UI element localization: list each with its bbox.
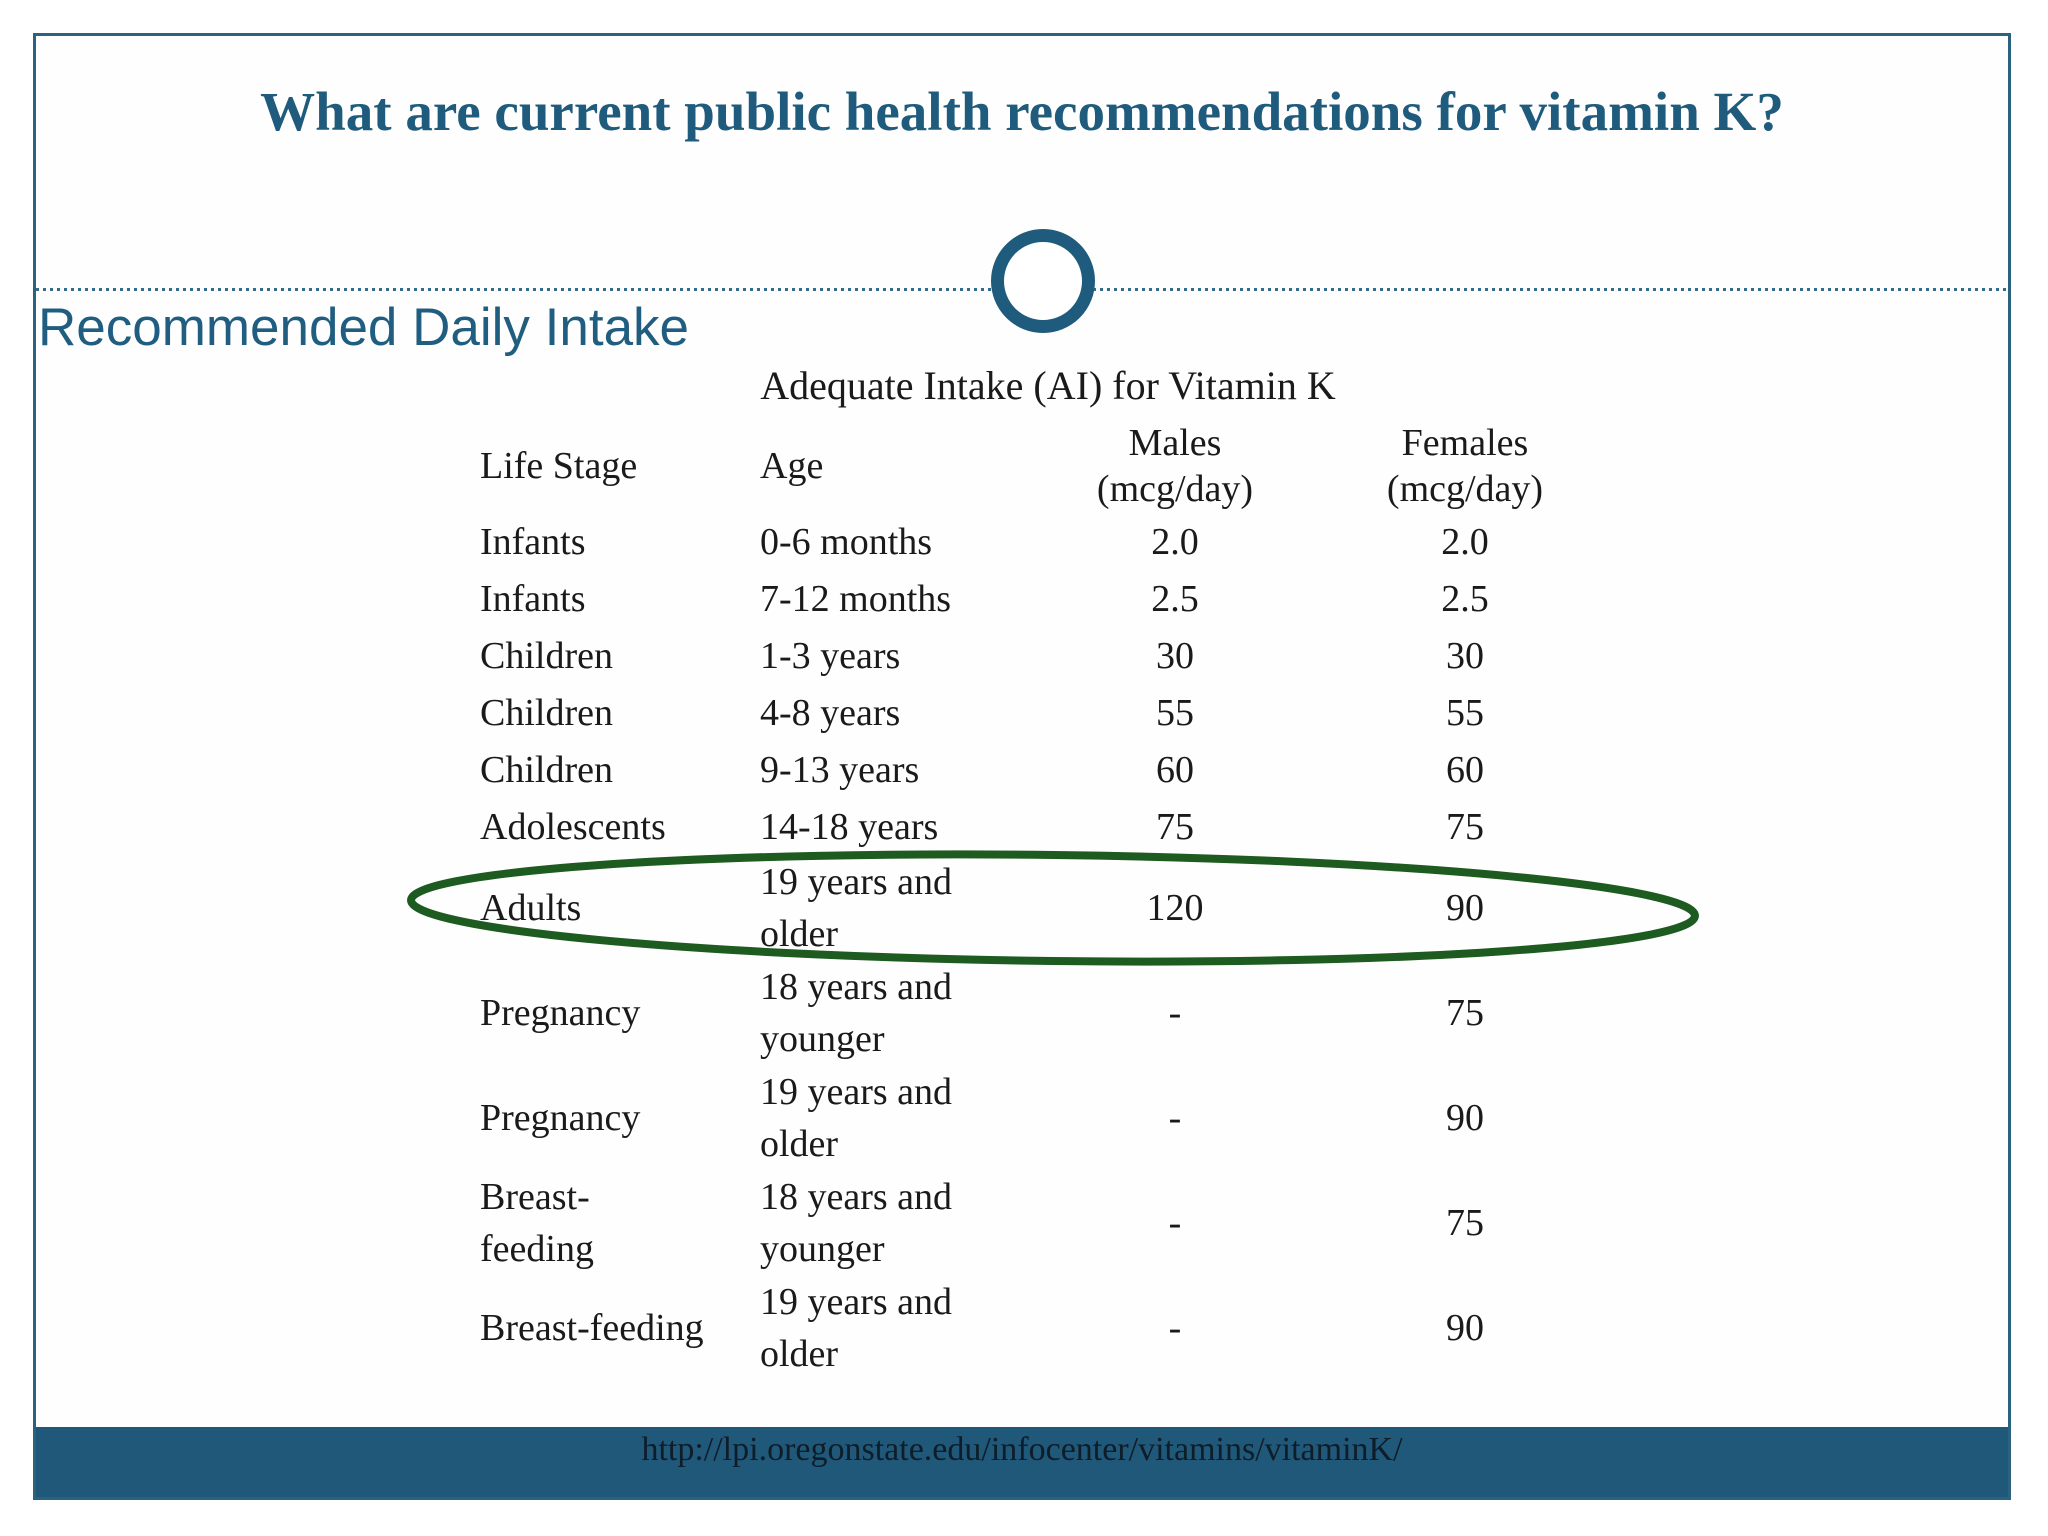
males-cell: - — [1168, 1201, 1182, 1244]
footer-url: http://lpi.oregonstate.edu/infocenter/vi… — [641, 1431, 1403, 1468]
life-stage-cell: Breast- feeding — [480, 1175, 594, 1270]
age-cell: 18 years and younger — [760, 1175, 953, 1270]
age-cell: 19 years and older — [760, 1280, 953, 1375]
age-cell: 1-3 years — [760, 634, 901, 677]
age-cell: 7-12 months — [760, 577, 952, 620]
females-cell: 30 — [1446, 634, 1484, 677]
slide: What are current public health recommend… — [33, 33, 2011, 1500]
age-cell: 0-6 months — [760, 520, 933, 563]
slide-title: What are current public health recommend… — [260, 81, 1784, 142]
life-stage-cell: Breast-feeding — [480, 1306, 704, 1349]
column-header-males: Males (mcg/day) — [1096, 421, 1254, 510]
males-cell: 2.5 — [1151, 577, 1199, 620]
table-row: Infants 0-6 months 2.0 2.0 — [473, 513, 1640, 570]
column-header-age: Age — [760, 444, 824, 487]
life-stage-cell: Adults — [480, 886, 582, 929]
females-cell: 2.5 — [1441, 577, 1489, 620]
table-row: Breast- feeding 18 years and younger - 75 — [473, 1170, 1640, 1275]
table-row: Pregnancy 19 years and older - 90 — [473, 1065, 1640, 1170]
life-stage-cell: Children — [480, 691, 613, 734]
females-cell: 75 — [1446, 991, 1484, 1034]
males-cell: 120 — [1146, 886, 1204, 929]
age-cell: 18 years and younger — [760, 965, 953, 1060]
age-cell: 14-18 years — [760, 805, 939, 848]
table-header: Life Stage Age Males (mcg/day) Females (mcg/d… — [473, 418, 1640, 513]
age-cell: 4-8 years — [760, 691, 901, 734]
females-cell: 90 — [1446, 1306, 1484, 1349]
females-cell: 75 — [1446, 805, 1484, 848]
life-stage-cell: Infants — [480, 577, 586, 620]
table-body: Infants 0-6 months 2.0 2.0 Infants 7-12 month… — [473, 513, 1640, 1380]
table-row: Children 9-13 years 60 60 — [473, 741, 1640, 798]
females-cell: 90 — [1446, 886, 1484, 929]
age-cell: 19 years and older — [760, 860, 953, 955]
males-cell: 60 — [1156, 748, 1194, 791]
age-cell: 19 years and older — [760, 1070, 953, 1165]
females-cell: 60 — [1446, 748, 1484, 791]
life-stage-cell: Pregnancy — [480, 1096, 641, 1139]
table-row-highlighted: Adults 19 years and older 120 90 — [473, 855, 1640, 960]
males-cell: - — [1168, 991, 1182, 1034]
section-heading: Recommended Daily Intake — [38, 298, 690, 357]
males-cell: 55 — [1156, 691, 1194, 734]
ring-ornament-icon — [991, 229, 1095, 333]
table-title: Adequate Intake (AI) for Vitamin K — [760, 363, 1336, 408]
table-row: Pregnancy 18 years and younger - 75 — [473, 960, 1640, 1065]
life-stage-cell: Pregnancy — [480, 991, 641, 1034]
intake-table: Life Stage Age Males (mcg/day) Females (mcg/d… — [473, 418, 1640, 1380]
table-row: Children 4-8 years 55 55 — [473, 684, 1640, 741]
males-cell: 75 — [1156, 805, 1194, 848]
life-stage-cell: Adolescents — [480, 805, 666, 848]
females-cell: 90 — [1446, 1096, 1484, 1139]
males-cell: 30 — [1156, 634, 1194, 677]
table-row: Breast-feeding 19 years and older - 90 — [473, 1275, 1640, 1380]
life-stage-cell: Infants — [480, 520, 586, 563]
males-cell: - — [1168, 1306, 1182, 1349]
footer-bar: http://lpi.oregonstate.edu/infocenter/vi… — [36, 1427, 2008, 1497]
males-cell: - — [1168, 1096, 1182, 1139]
column-header-life-stage: Life Stage — [480, 444, 638, 487]
table-row: Adolescents 14-18 years 75 75 — [473, 798, 1640, 855]
males-cell: 2.0 — [1151, 520, 1199, 563]
females-cell: 75 — [1446, 1201, 1484, 1244]
column-header-females: Females (mcg/day) — [1386, 421, 1544, 510]
females-cell: 55 — [1446, 691, 1484, 734]
females-cell: 2.0 — [1441, 520, 1489, 563]
age-cell: 9-13 years — [760, 748, 920, 791]
life-stage-cell: Children — [480, 748, 613, 791]
table-header-row: Life Stage Age Males (mcg/day) Females (mcg/d… — [473, 418, 1640, 513]
table-row: Infants 7-12 months 2.5 2.5 — [473, 570, 1640, 627]
table-row: Children 1-3 years 30 30 — [473, 627, 1640, 684]
life-stage-cell: Children — [480, 634, 613, 677]
